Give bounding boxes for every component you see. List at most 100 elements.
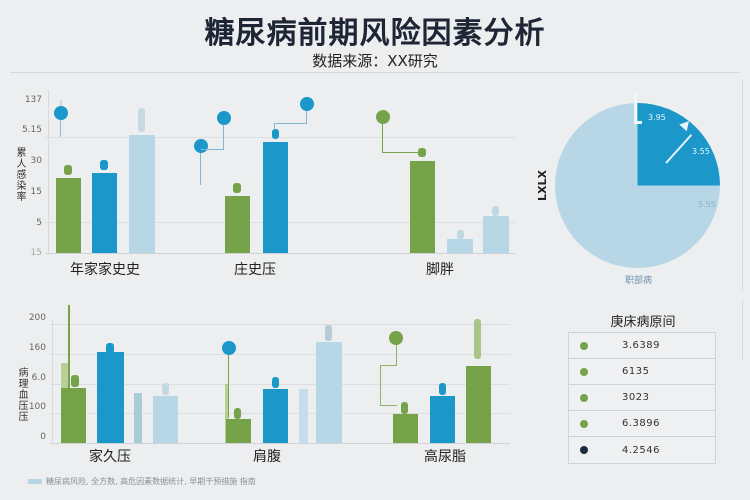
table-row[interactable]: 6135 [569,359,715,385]
pie-side-label: LXLX [536,170,549,201]
row-value: 4.2546 [622,444,660,456]
bar-light-blue[interactable] [134,393,142,443]
bar-cap [401,402,408,414]
x-axis [50,443,510,444]
green-dot-icon [580,341,588,350]
marker-dot[interactable] [222,341,236,355]
table-row[interactable]: 6.3896 [569,411,715,437]
bar-cap [162,383,169,395]
y-tick: 137 [24,95,42,105]
bar-cap [492,206,499,216]
marker-dot[interactable] [54,106,68,120]
pie-slice-label: 3.95 [648,113,666,122]
page-title: 糖尿病前期风险因素分析 [204,16,546,51]
category-label: 庄史压 [234,262,276,278]
marker-stem [382,124,383,152]
bar-group-2: 肩腹 [0,305,520,465]
bar-green[interactable] [56,178,81,253]
bar-cap [64,165,72,175]
bar-green[interactable] [466,366,491,443]
table-row[interactable]: 4.2546 [569,437,715,463]
row-value: 6.3896 [622,418,660,429]
bottom-bar-chart: 病理血压压 200 160 6.0 100 0 家久压 肩腹 [0,305,520,475]
marker-dot[interactable] [217,111,231,125]
marker-stem [60,120,61,137]
bar-light-blue[interactable] [153,396,178,443]
marker-stem [200,153,201,185]
bar-blue[interactable] [97,352,124,443]
bar-green[interactable] [225,196,250,253]
bar-green[interactable] [226,419,251,443]
marker-dot[interactable] [300,97,314,111]
bar-blue[interactable] [263,142,288,253]
gridline [50,324,510,325]
footer-note: 糖尿病风险, 全方数, 高危因素数据统计, 早期干预措施 指南 [28,476,256,487]
y-tick: 200 [28,313,46,323]
marker-stem [382,152,422,153]
bar-cap [272,377,279,388]
table-row[interactable]: 3.6389 [569,333,715,359]
bar-green[interactable] [61,388,86,443]
y-tick: 0 [40,432,46,442]
bar-blue[interactable] [92,173,117,253]
pie-chart[interactable]: 3.95 3.55 5.55 [555,93,720,268]
bar-cap [272,129,279,139]
pie-leader-line [634,93,637,123]
bar-cap [233,183,241,193]
marker-dot[interactable] [376,110,390,124]
legend-table-title: 庚床病原间 [610,315,676,330]
marker-stem [380,365,381,405]
footer-text: 糖尿病风险, 全方数, 高危因素数据统计, 早期干预措施 指南 [46,477,256,486]
marker-dot[interactable] [389,331,403,345]
category-label: 脚胖 [426,262,454,278]
row-value: 6135 [622,366,650,377]
bar-light-blue[interactable] [316,342,342,443]
pie-disc[interactable] [555,103,720,268]
marker-stem [60,100,62,106]
bar-cap [100,160,108,170]
bar-group-1: 家久压 [0,305,520,465]
green-dot-icon [580,367,588,376]
bar-cap [234,408,241,419]
bar-light-blue[interactable] [447,239,473,253]
bar-light-blue[interactable] [483,216,509,253]
bar-blue[interactable] [263,389,288,443]
bar-cap [325,325,332,341]
table-row[interactable]: 3023 [569,385,715,411]
page-subtitle: 数据来源：XX研究 [312,52,438,70]
bar-blue[interactable] [430,396,455,443]
category-label: 年家家史史 [70,262,140,278]
marker-stem [396,345,397,365]
gridline [45,137,515,138]
bar-green[interactable] [393,414,418,443]
green-dot-icon [580,419,588,428]
y-tick: 15 [30,187,42,197]
y-axis [52,320,53,443]
bar-cap [457,230,464,239]
marker-stem [223,125,224,149]
dark-dot-icon [580,446,588,454]
marker-stem [274,123,275,130]
y-axis [48,90,49,253]
y-tick: 5.15 [21,125,42,135]
top-y-axis-label: 累人感染率 [14,147,25,202]
marker-stem [306,111,307,123]
marker-stem [274,123,307,124]
green-dot-icon [580,393,588,402]
pie-leader-line [634,121,642,124]
marker-stem [201,149,224,150]
x-axis [45,253,515,254]
category-label: 高尿脂 [424,449,466,465]
y-tick: 100 [28,402,46,412]
bar-group-3: 高尿脂 [0,305,520,465]
legend-swatch-icon [28,479,42,484]
bar-cap [138,108,145,132]
bar-green[interactable] [410,161,435,253]
bar-group-2: 庄史压 [0,85,520,278]
gridline [50,354,510,355]
pie-bottom-label: 职部病 [625,276,653,286]
bar-light-blue[interactable] [299,389,308,443]
marker-stem [68,305,70,405]
bar-cap [439,383,446,395]
bar-light-blue[interactable] [129,135,155,253]
